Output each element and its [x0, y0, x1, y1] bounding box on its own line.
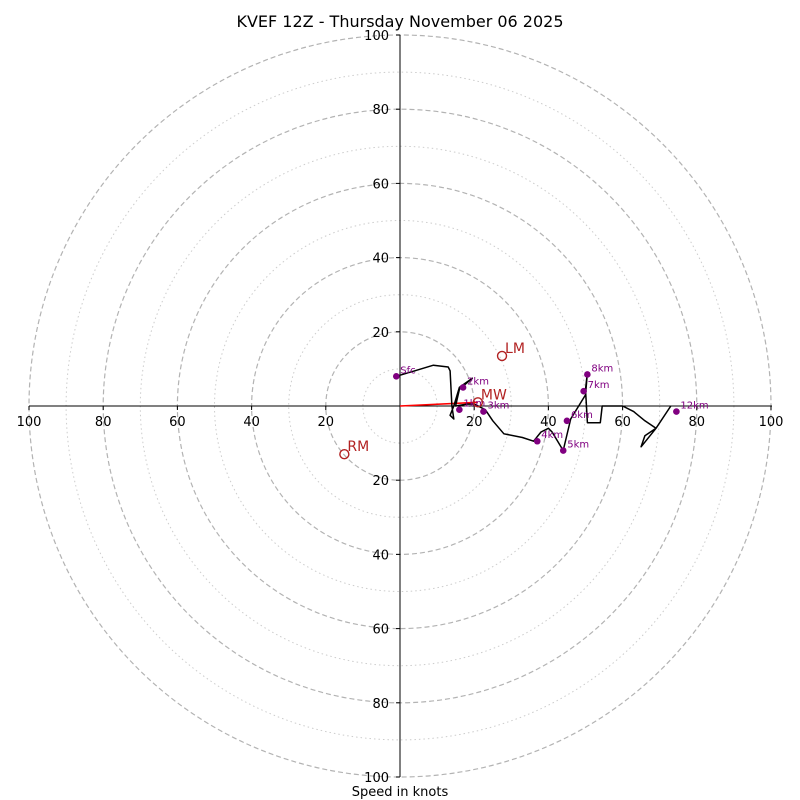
- x-tick-label: 20: [466, 415, 483, 430]
- height-marker-dot: [673, 408, 680, 415]
- height-marker-dot: [563, 417, 571, 425]
- mean-wind-line-group: [399, 401, 478, 407]
- wind-profile-group: [396, 364, 672, 452]
- height-marker-label: 2km: [467, 376, 489, 387]
- x-tick-label: 20: [318, 415, 335, 430]
- height-marker-label: 8km: [591, 363, 613, 374]
- storm-motion-marker: [339, 449, 350, 460]
- y-tick-label: 60: [372, 623, 389, 638]
- height-marker-label: 5km: [567, 440, 589, 451]
- x-tick-label: 100: [759, 415, 784, 430]
- height-marker-dot: [533, 437, 541, 445]
- chart-title: KVEF 12Z - Thursday November 06 2025: [236, 12, 563, 31]
- height-marker-dot: [459, 384, 467, 391]
- y-tick-label: 40: [372, 252, 389, 267]
- y-tick-label: 20: [372, 474, 389, 489]
- x-tick-label: 80: [689, 415, 706, 430]
- x-tick-label: 100: [17, 415, 42, 430]
- height-marker-label: 12km: [680, 401, 708, 412]
- y-tick-label: 80: [372, 697, 389, 712]
- storm-motion-marker: [472, 397, 484, 408]
- storm-motion-markers: LM RM MW: [339, 341, 525, 460]
- x-tick-label: 60: [614, 415, 631, 430]
- height-marker-label: Sfc: [400, 365, 415, 376]
- x-axis-label: Speed in knots: [352, 785, 449, 800]
- y-tick-label: 60: [372, 177, 389, 192]
- x-tick-label: 60: [169, 415, 186, 430]
- storm-motion-label: MW: [481, 387, 507, 403]
- storm-motion-label: RM: [347, 439, 369, 455]
- x-tick-label: 40: [243, 415, 260, 430]
- height-marker-label: 4km: [541, 430, 563, 441]
- mean-wind-line: [399, 401, 478, 407]
- height-marker-label: 3km: [487, 401, 509, 412]
- x-tick-label: 80: [95, 415, 112, 430]
- height-marker-label: 6km: [571, 410, 593, 421]
- y-tick-label: 40: [372, 548, 389, 563]
- y-tick-label: 80: [372, 103, 389, 118]
- x-tick-label: 40: [540, 415, 557, 430]
- height-marker-dot: [480, 408, 487, 415]
- storm-motion-marker: [496, 350, 508, 362]
- height-marker-dot: [580, 387, 587, 395]
- height-marker-dot: [456, 406, 463, 414]
- wind-profile-line: [396, 364, 672, 452]
- y-tick-labels: 100 80 60 40 20 20 40 60 80 100: [364, 29, 400, 786]
- x-tick-labels: 100 80 60 40 20 20 40 60 80 100: [17, 406, 784, 430]
- y-tick-label: 100: [364, 771, 389, 786]
- y-tick-label: 100: [364, 29, 389, 44]
- height-marker-dot: [559, 447, 567, 454]
- height-marker-label: 7km: [588, 380, 610, 391]
- storm-motion-label: LM: [505, 341, 525, 357]
- y-tick-label: 20: [372, 326, 389, 341]
- height-marker-dot: [392, 373, 400, 380]
- height-marker-dot: [584, 371, 591, 378]
